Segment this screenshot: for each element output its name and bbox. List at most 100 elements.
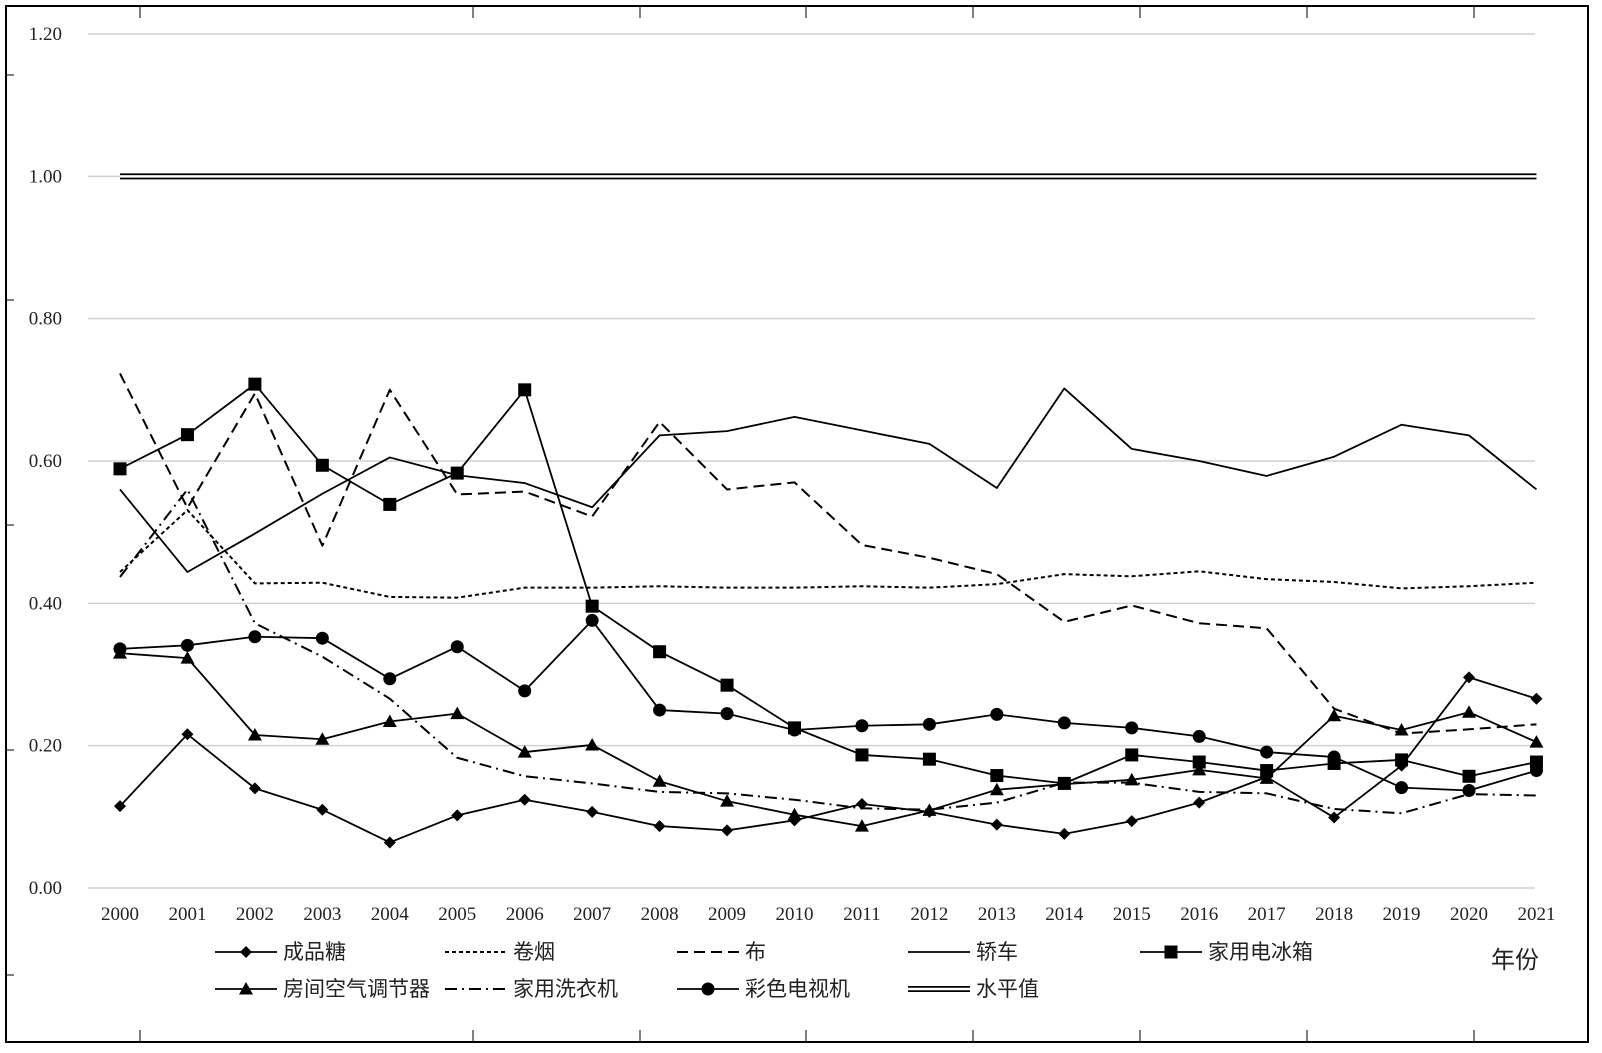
data-point [1530,692,1543,705]
data-point [652,774,667,787]
x-tick-label: 2001 [168,904,206,925]
data-point [518,383,532,397]
data-point [720,678,734,692]
data-point [855,798,868,811]
y-tick-label: 0.80 [29,309,62,330]
data-point [1260,745,1274,759]
data-point [922,803,937,816]
data-point [989,782,1004,796]
x-axis: 2000 2001 2002 2003 2004 2005 2006 2007 2008 2009… [101,904,1555,925]
series-3 [119,373,1537,735]
data-point [1395,781,1409,795]
y-tick-label: 1.20 [29,24,62,45]
data-point [854,819,869,832]
series-line [119,373,1537,735]
data-point [1193,796,1206,809]
data-point [653,820,666,833]
data-point [1529,735,1544,748]
data-point [1057,777,1072,790]
data-point [653,703,667,717]
data-point [1125,815,1138,828]
data-point [247,727,262,741]
x-tick-label: 2000 [101,904,139,925]
legend-label: 彩色电视机 [745,977,850,1001]
legend-swatch-marker [240,946,252,958]
data-point [1462,705,1476,718]
data-point [518,793,531,806]
x-tick-label: 2010 [776,904,814,925]
data-point [113,642,127,656]
data-point [113,462,127,476]
legend-label: 卷烟 [513,940,555,964]
x-axis-label: 年份 [1491,947,1539,974]
y-axis: 0.00 0.20 0.40 0.60 0.80 1.00 1.20 [29,24,62,899]
chart-frame [5,5,1589,1043]
legend-swatch-marker [1164,945,1178,959]
data-point [855,748,869,762]
data-point [181,728,194,741]
y-tick-label: 0.60 [29,451,62,472]
x-tick-label: 2013 [978,904,1016,925]
data-point [450,706,465,720]
x-tick-label: 2012 [910,904,948,925]
data-point [788,723,801,737]
data-point [1395,753,1409,767]
legend-item: 家用洗衣机 [445,977,618,1001]
x-tick-label: 2017 [1248,904,1286,925]
data-point [990,818,1003,831]
data-point [1260,764,1274,778]
legend-label: 家用洗衣机 [513,977,618,1001]
data-point [990,707,1004,721]
y-tick-label: 0.20 [29,736,62,757]
x-tick-label: 2002 [236,904,274,925]
data-point [1529,764,1543,778]
series-4 [119,387,1538,573]
x-tick-label: 2014 [1045,904,1084,925]
data-point [248,782,261,795]
y-tick-label: 1.00 [29,166,62,187]
data-point [721,824,734,837]
data-point [1192,755,1206,769]
legend-label: 轿车 [976,940,1018,964]
series-line [119,619,1537,792]
legend-item: 卷烟 [445,940,555,964]
legend-item: 轿车 [908,940,1018,964]
data-point [248,377,262,391]
series-layer [113,173,1544,849]
x-tick-label: 2018 [1315,904,1353,925]
data-point [922,717,936,731]
legend-item: 水平值 [908,977,1039,1001]
legend-item: 房间空气调节器 [215,977,430,1001]
x-tick-label: 2015 [1113,904,1151,925]
data-point [990,769,1004,783]
data-point [1058,827,1071,840]
data-point [585,613,599,627]
data-point [787,807,802,821]
x-tick-label: 2003 [303,904,341,925]
series-2 [119,509,1537,599]
data-point [383,672,397,686]
data-point [1125,721,1139,735]
data-point [1057,716,1071,730]
data-point [720,707,734,721]
data-point [1462,769,1476,783]
data-point [450,466,464,480]
frame-ticks [6,6,1475,1042]
x-tick-label: 2006 [506,904,544,925]
x-tick-label: 2008 [641,904,679,925]
data-point [180,638,194,652]
legend-label: 房间空气调节器 [283,977,430,1001]
series-line [119,676,1537,844]
data-point [114,800,126,813]
legend-item: 家用电冰箱 [1140,940,1313,964]
legend-item: 彩色电视机 [677,977,850,1001]
data-point [1462,784,1476,798]
data-point [450,640,464,654]
legend-label: 家用电冰箱 [1208,940,1313,964]
data-point [1192,729,1206,743]
series-line [119,387,1538,573]
series-line [119,383,1537,785]
x-tick-label: 2020 [1450,904,1488,925]
